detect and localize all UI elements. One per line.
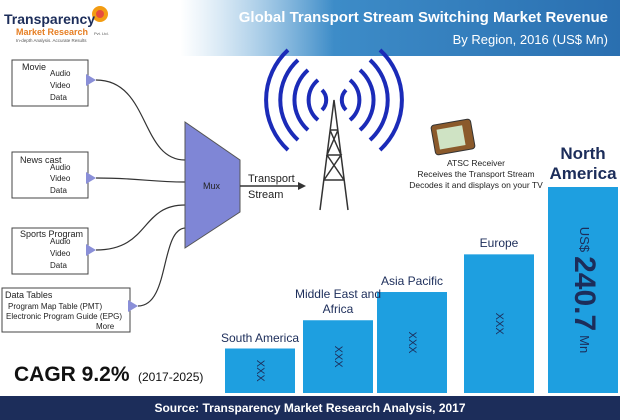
wire: [95, 79, 186, 161]
logo-tagline: In-depth Analysis. Accurate Results: [16, 38, 87, 43]
logo-icon: [96, 10, 104, 18]
logo-sub: Market Research: [16, 27, 88, 37]
value-label: XXX: [406, 331, 418, 354]
antenna: [319, 99, 349, 211]
category-label: North America: [549, 144, 617, 183]
wire: [137, 227, 186, 307]
source-title: News cast: [20, 155, 62, 165]
receiver-text: Receives the Transport Stream: [417, 169, 534, 179]
category-label: South America: [220, 330, 300, 345]
cagr-period: (2017-2025): [138, 370, 203, 384]
footer-band: [0, 396, 620, 420]
source-note: Source: Transparency Market Research Ana…: [154, 401, 465, 415]
mux: [184, 121, 241, 249]
bar: [303, 320, 373, 393]
chart-subtitle: By Region, 2016 (US$ Mn): [453, 32, 608, 47]
diagram: [1, 48, 476, 333]
cagr: CAGR 9.2%: [14, 363, 130, 386]
arrow: [128, 300, 138, 312]
stream-label: Stream: [248, 189, 283, 201]
wave: [306, 78, 362, 122]
value-prefix: US$: [577, 227, 592, 253]
bar: [548, 187, 618, 393]
bar: [225, 348, 295, 393]
arrow: [86, 172, 96, 184]
value-suffix: Mn: [577, 335, 592, 353]
bar: [377, 292, 447, 393]
value-label: XXX: [493, 313, 505, 336]
stream-label: Transport: [248, 173, 295, 185]
source-title: Movie: [22, 62, 46, 72]
source-title: Sports Program: [20, 229, 83, 239]
source-item: Data: [50, 93, 67, 102]
source-item: Audio: [50, 163, 71, 172]
source-item: More: [96, 322, 115, 331]
mux-label: Mux: [203, 181, 221, 191]
wave: [320, 88, 348, 112]
value-label: US$ 240.7 Mn: [568, 227, 601, 353]
wire: [95, 177, 186, 183]
source-title: Data Tables: [5, 290, 53, 300]
source-item: Data: [50, 261, 67, 270]
source-item: Audio: [50, 69, 71, 78]
arrow: [298, 182, 306, 190]
arrow: [86, 244, 96, 256]
arrow: [86, 74, 96, 86]
logo-name: Transparency: [4, 11, 95, 27]
source-item: Video: [50, 249, 71, 258]
source-item: Program Map Table (PMT): [8, 302, 102, 311]
category-label: Europe: [479, 236, 519, 251]
category-label: Asia Pacific: [380, 274, 444, 289]
receiver-text: Decodes it and displays on your TV: [409, 180, 543, 190]
bar: [464, 254, 534, 393]
tv-screen: [436, 125, 466, 150]
wave: [264, 48, 404, 152]
title-band: [180, 0, 620, 56]
category-label: Middle East and Africa: [294, 287, 382, 317]
chart-title: Global Transport Stream Switching Market…: [239, 9, 608, 26]
source-item: Electronic Program Guide (EPG): [6, 312, 122, 321]
receiver-text: ATSC Receiver: [447, 158, 505, 168]
value-label: XXX: [254, 360, 266, 383]
wave: [278, 58, 390, 142]
logo-suffix: Pvt. Ltd.: [94, 31, 109, 36]
source-item: Data: [50, 186, 67, 195]
value-number: 240.7: [568, 256, 601, 331]
value-label: XXX: [332, 346, 344, 369]
source-item: Audio: [50, 237, 71, 246]
wave: [292, 68, 376, 132]
wire: [95, 204, 186, 251]
source-item: Video: [50, 81, 71, 90]
source-item: Video: [50, 174, 71, 183]
